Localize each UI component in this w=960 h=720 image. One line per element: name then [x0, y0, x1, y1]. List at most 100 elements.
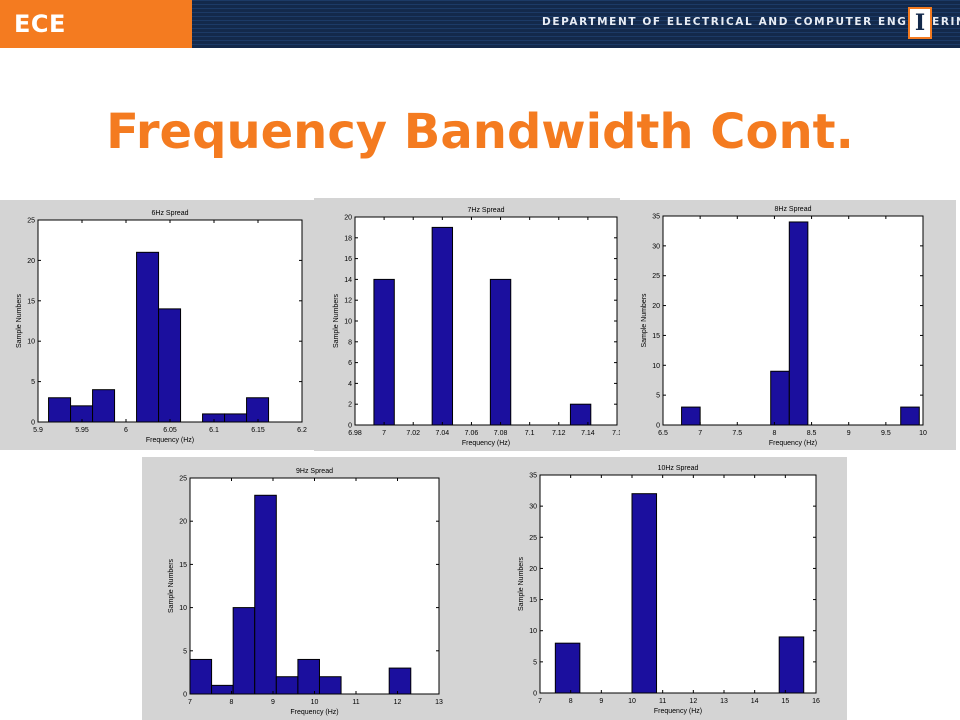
y-tick-label: 20	[652, 303, 660, 310]
chart-title: 7Hz Spread	[468, 207, 505, 214]
histogram-bar-3	[136, 251, 160, 423]
plot-area	[354, 216, 618, 426]
x-tick-label: 5.95	[75, 427, 89, 434]
histogram-bar-0	[189, 658, 213, 695]
y-tick-label: 5	[31, 379, 35, 386]
histogram-bar-0	[681, 406, 701, 426]
y-tick-label: 25	[179, 476, 187, 483]
y-tick-label: 10	[529, 628, 537, 635]
x-tick-label: 7	[382, 430, 386, 437]
x-tick-label: 7.5	[732, 430, 742, 437]
histogram-bar-1	[211, 684, 234, 695]
chart-8hz-spread: 6.5 7 7.5 8 8.5 9 9.5 10 0 5 10 15 20 25 30 35 8Hz Sprea…	[641, 206, 927, 447]
histogram-bar-1	[631, 493, 658, 694]
y-tick-label: 0	[533, 691, 537, 698]
y-tick-label: 0	[348, 423, 352, 430]
x-tick-label: 7	[698, 430, 702, 437]
x-tick-label: 7	[538, 698, 542, 705]
x-axis-label: Frequency (Hz)	[146, 437, 194, 444]
chart-panel-7hz: 6.98 7 7.02 7.04 7.06 7.08 7.1 7.12 7.14 7.1 0 2 4 6 8…	[314, 198, 620, 451]
x-tick-label: 7.02	[406, 430, 420, 437]
histogram-bar-2	[778, 636, 805, 694]
x-axis-label: Frequency (Hz)	[462, 440, 510, 447]
y-tick-label: 20	[529, 566, 537, 573]
y-tick-label: 14	[344, 277, 352, 284]
ece-illinois-logo: ECE ILLINOIS	[0, 0, 192, 86]
y-tick-label: 25	[529, 535, 537, 542]
x-axis-label: Frequency (Hz)	[654, 708, 702, 715]
illinois-block-i-icon: I	[908, 7, 932, 39]
x-tick-label: 7.12	[552, 430, 566, 437]
x-tick-label: 7.1	[612, 430, 620, 437]
chart-panel-10hz: 7 8 9 10 11 12 13 14 15 16 0 5 10 15 20 25 30 35 10Hz Spre…	[492, 457, 847, 720]
x-tick-label: 8	[569, 698, 573, 705]
x-tick-label: 7	[188, 699, 192, 706]
histogram-bar-0	[48, 397, 72, 423]
x-axis-label: Frequency (Hz)	[290, 709, 338, 716]
x-tick-label: 10	[311, 699, 319, 706]
department-name: DEPARTMENT OF ELECTRICAL AND COMPUTER EN…	[542, 16, 960, 28]
histogram-bar-5	[297, 658, 320, 695]
x-tick-label: 15	[781, 698, 789, 705]
histogram-bar-2	[232, 607, 256, 695]
x-tick-label: 7.06	[465, 430, 479, 437]
header-bar: ECE ILLINOIS DEPARTMENT OF ELECTRICAL AN…	[0, 0, 960, 86]
y-tick-label: 15	[179, 562, 187, 569]
chart-9hz-spread: 7 8 9 10 11 12 13 0 5 10 15 20 25 9Hz Spread Frequency…	[168, 468, 443, 716]
slide-title: Frequency Bandwidth Cont.	[106, 104, 854, 160]
histogram-bar-2	[489, 278, 512, 426]
chart-title: 6Hz Spread	[152, 210, 189, 217]
x-tick-label: 12	[689, 698, 697, 705]
x-tick-label: 13	[435, 699, 443, 706]
chart-10hz-spread: 7 8 9 10 11 12 13 14 15 16 0 5 10 15 20 25 30 35 10Hz Spre…	[518, 465, 820, 715]
x-tick-label: 7.1	[525, 430, 535, 437]
y-tick-label: 2	[348, 402, 352, 409]
histogram-bar-0	[373, 278, 395, 426]
y-axis-label: Sample Numbers	[333, 293, 340, 348]
y-tick-label: 10	[344, 319, 352, 326]
y-axis-label: Sample Numbers	[641, 293, 648, 348]
chart-7hz-spread: 6.98 7 7.02 7.04 7.06 7.08 7.1 7.12 7.14 7.1 0 2 4 6 8…	[333, 207, 620, 447]
x-tick-label: 9	[271, 699, 275, 706]
y-tick-label: 6	[348, 360, 352, 367]
x-tick-label: 9	[847, 430, 851, 437]
y-axis-label: Sample Numbers	[518, 556, 525, 611]
y-tick-label: 20	[27, 258, 35, 265]
x-tick-label: 6.5	[658, 430, 668, 437]
x-tick-label: 6.15	[251, 427, 265, 434]
header-stripes	[192, 0, 960, 48]
x-tick-label: 6.98	[348, 430, 362, 437]
y-tick-label: 0	[31, 420, 35, 427]
y-tick-label: 12	[344, 298, 352, 305]
y-tick-label: 18	[344, 235, 352, 242]
y-tick-label: 16	[344, 256, 352, 263]
y-tick-label: 25	[27, 218, 35, 225]
y-tick-label: 20	[344, 215, 352, 222]
histogram-bar-6	[318, 676, 342, 695]
histogram-bar-2	[92, 389, 116, 423]
y-axis-label: Sample Numbers	[168, 558, 175, 613]
x-tick-label: 14	[751, 698, 759, 705]
x-tick-label: 8	[772, 430, 776, 437]
x-tick-label: 10	[919, 430, 927, 437]
chart-title: 9Hz Spread	[296, 468, 333, 475]
histogram-bar-2	[788, 221, 809, 426]
chart-panel-6hz: 5.9 5.95 6 6.05 6.1 6.15 6.2 0 5 10 15 20 25 6Hz Spre…	[0, 200, 314, 450]
histogram-bar-7	[388, 667, 412, 695]
plot-area	[189, 477, 440, 695]
x-tick-label: 6.05	[163, 427, 177, 434]
y-tick-label: 15	[529, 597, 537, 604]
x-tick-label: 7.14	[581, 430, 595, 437]
x-tick-label: 11	[659, 698, 666, 705]
y-tick-label: 15	[652, 333, 660, 340]
chart-6hz-spread: 5.9 5.95 6 6.05 6.1 6.15 6.2 0 5 10 15 20 25 6Hz Spre…	[16, 210, 307, 444]
chart-title: 8Hz Spread	[775, 206, 812, 213]
chart-panel-8hz: 6.5 7 7.5 8 8.5 9 9.5 10 0 5 10 15 20 25 30 35 8Hz Sprea…	[620, 200, 956, 450]
x-tick-label: 12	[394, 699, 402, 706]
y-axis-label: Sample Numbers	[16, 293, 23, 348]
y-tick-label: 35	[529, 473, 537, 480]
histogram-bar-1	[770, 370, 790, 426]
x-tick-label: 6.1	[209, 427, 219, 434]
x-tick-label: 6.2	[297, 427, 307, 434]
y-tick-label: 20	[179, 519, 187, 526]
